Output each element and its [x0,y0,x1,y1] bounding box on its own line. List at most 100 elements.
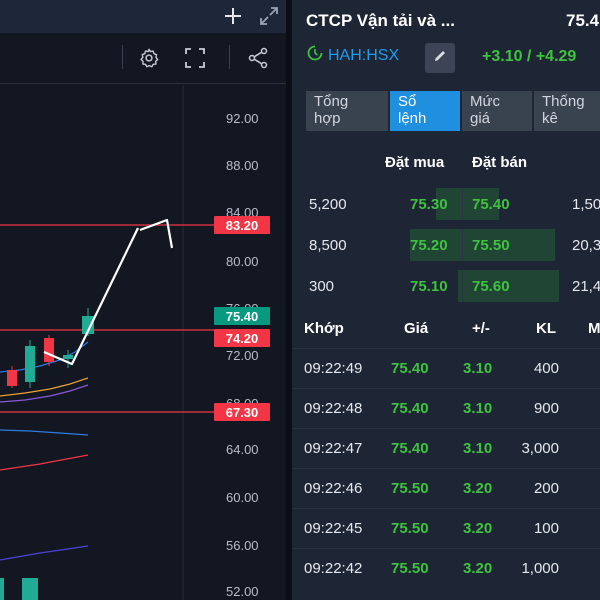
trade-volume: 3,000 [521,440,559,457]
bid-volume: 300 [309,278,335,295]
fullscreen-icon[interactable] [182,45,208,71]
indicator-line-blue [0,429,89,436]
axis-tick-label: 92.00 [226,111,259,126]
trades-header-volume: KL [536,320,556,337]
ask-volume: 1,50 [572,196,600,213]
tab-orderbook[interactable]: Sổ lệnh [390,91,462,131]
symbol-row[interactable]: HAH:HSX [306,44,399,67]
candle [44,338,54,362]
ask-price[interactable]: 75.40 [472,196,510,213]
orderbook-divider [462,188,463,220]
trade-price: 75.40 [391,360,429,377]
ask-price[interactable]: 75.50 [472,237,510,254]
tab-summary[interactable]: Tổng hợp [306,91,390,131]
chart-header-bar [0,0,286,33]
trade-volume: 1,000 [521,560,559,577]
moving-average-line [0,377,89,397]
axis-tick-label: 56.00 [226,538,259,553]
gear-icon[interactable] [136,45,162,71]
toolbar-divider [229,45,230,69]
tab-label: lệnh [398,110,427,127]
ask-price[interactable]: 75.60 [472,278,510,295]
trades-header-time: Khớp [304,320,344,337]
trade-row: 09:22:42 75.50 3.20 1,000 [292,548,600,588]
bid-price[interactable]: 75.20 [410,237,448,254]
bid-depth-bar [458,270,462,302]
trade-time: 09:22:45 [304,520,363,537]
price-chart[interactable] [0,0,286,600]
tab-label: kê [542,110,558,127]
trades-header-change: +/- [472,320,490,337]
trade-change: 3.10 [463,440,493,457]
forecast-arrow [43,227,139,366]
expand-icon[interactable] [256,4,282,28]
trade-price: 75.40 [391,400,429,417]
trade-time: 09:22:47 [304,440,363,457]
orderbook-row: 8,500 75.20 75.50 20,30 [292,225,600,265]
trade-price: 75.40 [391,440,429,457]
trade-change: 3.10 [463,400,493,417]
ask-volume: 20,30 [572,237,600,254]
tab-label: Thống [542,93,585,110]
trade-row: 09:22:45 75.50 3.20 100 [292,508,600,548]
symbol-code[interactable]: HAH:HSX [328,46,400,64]
price-tag-resistance: 83.20 [214,216,270,234]
indicator-line-red [0,454,89,471]
axis-tick-label: 72.00 [226,348,259,363]
trade-row: 09:22:47 75.40 3.10 3,000 [292,428,600,468]
bid-price[interactable]: 75.10 [410,278,448,295]
trades-header-extra: M [588,320,600,337]
quote-panel: CTCP Vận tải và ... 75.4 HAH:HSX +3.10 /… [292,0,600,600]
share-icon[interactable] [245,45,271,71]
bid-header: Đặt mua [385,154,445,171]
trade-volume: 200 [533,480,559,497]
ask-depth-bar [463,188,499,220]
price-tag-last: 75.40 [214,307,270,325]
quote-tabs: Tổng hợp Sổ lệnh Mức giá Thống kê [306,91,600,131]
edit-symbol-button[interactable] [425,43,455,73]
trade-price: 75.50 [391,520,429,537]
axis-tick-label: 88.00 [226,158,259,173]
pencil-icon [432,48,448,69]
trade-change: 3.10 [463,360,493,377]
ask-volume: 21,40 [572,278,600,295]
bid-volume: 5,200 [309,196,347,213]
trade-volume: 400 [533,360,559,377]
trade-row: 09:22:49 75.40 3.10 400 [292,348,600,388]
bid-volume: 8,500 [309,237,347,254]
trade-row: 09:22:48 75.40 3.10 900 [292,388,600,428]
trades-header-price: Giá [404,320,429,337]
bollinger-band-lower [0,384,89,403]
volume-bar [0,578,4,600]
candle [63,355,73,359]
trade-price: 75.50 [391,560,429,577]
price-tag-support: 67.30 [214,403,270,421]
trade-time: 09:22:48 [304,400,363,417]
last-price: 75.4 [566,11,600,30]
trade-time: 09:22:46 [304,480,363,497]
plus-icon[interactable] [220,4,246,28]
trade-volume: 900 [533,400,559,417]
axis-tick-label: 52.00 [226,584,259,599]
chart-pane[interactable]: 92.00 88.00 84.00 80.00 76.00 72.00 68.0… [0,0,286,600]
orderbook-divider [462,270,463,302]
bid-price[interactable]: 75.30 [410,196,448,213]
ask-header: Đặt bán [472,154,528,171]
tab-label: giá [470,110,491,127]
tab-label: Tổng [314,93,349,110]
tab-price-levels[interactable]: Mức giá [462,91,534,131]
tab-label: Sổ [398,93,417,110]
toolbar-divider [122,45,123,69]
chart-toolbar [0,33,286,84]
pane-divider[interactable] [286,0,292,600]
axis-tick-label: 80.00 [226,254,259,269]
indicator-line-purple [0,545,89,561]
bid-depth-bar [410,229,462,261]
forecast-arrow-head [139,218,174,249]
orderbook-divider [462,229,463,261]
company-name: CTCP Vận tải và ... [306,11,455,30]
trade-change: 3.20 [463,480,493,497]
tab-statistics[interactable]: Thống kê [534,91,600,131]
trade-price: 75.50 [391,480,429,497]
axis-tick-label: 60.00 [226,490,259,505]
